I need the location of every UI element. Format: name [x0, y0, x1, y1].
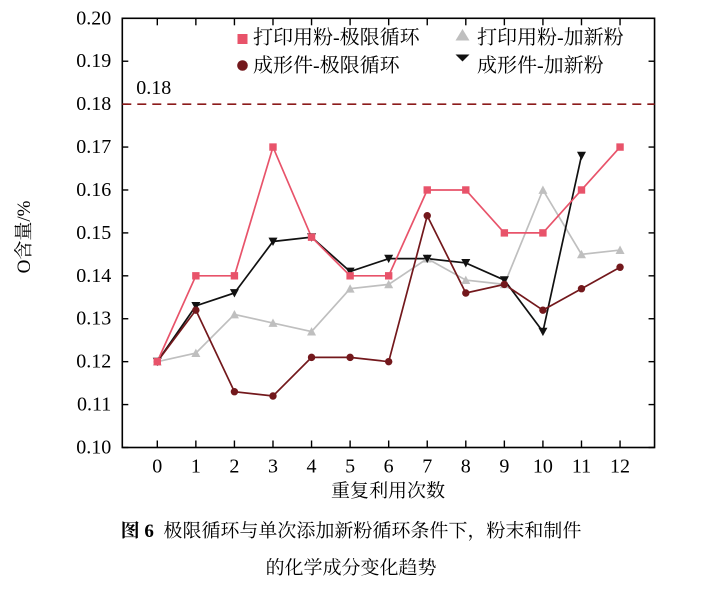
- svg-text:10: 10: [533, 456, 553, 478]
- svg-text:12: 12: [610, 456, 630, 478]
- svg-text:重复利用次数: 重复利用次数: [331, 480, 445, 502]
- svg-text:0: 0: [152, 456, 162, 478]
- svg-text:1: 1: [191, 456, 201, 478]
- svg-text:0.14: 0.14: [76, 265, 111, 287]
- svg-text:11: 11: [572, 456, 591, 478]
- svg-text:0.20: 0.20: [76, 7, 111, 29]
- svg-text:0.16: 0.16: [76, 179, 111, 201]
- svg-text:打印用粉-极限循环: 打印用粉-极限循环: [253, 27, 420, 49]
- svg-text:成形件-极限循环: 成形件-极限循环: [253, 55, 400, 77]
- svg-text:3: 3: [268, 456, 278, 478]
- svg-text:4: 4: [307, 456, 317, 478]
- svg-text:0.12: 0.12: [76, 351, 111, 373]
- svg-text:8: 8: [461, 456, 471, 478]
- svg-text:0.10: 0.10: [76, 437, 111, 459]
- svg-text:打印用粉-加新粉: 打印用粉-加新粉: [477, 27, 624, 49]
- svg-text:9: 9: [499, 456, 509, 478]
- svg-text:成形件-加新粉: 成形件-加新粉: [477, 55, 604, 77]
- svg-text:0.11: 0.11: [77, 394, 111, 416]
- svg-text:0.13: 0.13: [76, 308, 111, 330]
- svg-text:0.18: 0.18: [76, 93, 111, 115]
- svg-text:0.15: 0.15: [76, 222, 111, 244]
- svg-text:0.18: 0.18: [136, 77, 171, 99]
- svg-text:0.17: 0.17: [76, 136, 111, 158]
- svg-text:7: 7: [422, 456, 432, 478]
- svg-text:O含量/%: O含量/%: [14, 200, 35, 273]
- svg-text:5: 5: [345, 456, 355, 478]
- svg-text:2: 2: [229, 456, 239, 478]
- svg-text:0.19: 0.19: [76, 50, 111, 72]
- svg-text:6: 6: [384, 456, 394, 478]
